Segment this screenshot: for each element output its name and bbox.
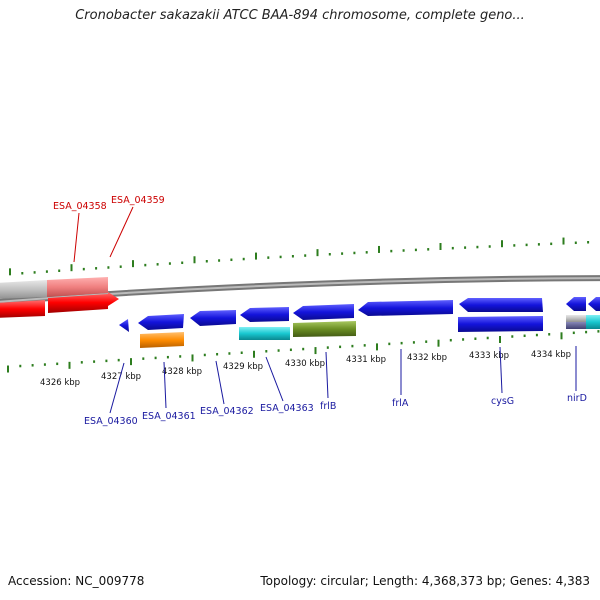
map-title: Cronobacter sakazakii ATCC BAA-894 chrom… [75, 8, 525, 23]
ruler-tick-label: 4326 kbp [40, 378, 80, 388]
gene-arrow[interactable] [293, 304, 354, 320]
ruler-tick-label: 4331 kbp [346, 355, 386, 365]
leader-line [499, 346, 503, 394]
gene-label-cysg[interactable]: cysG [491, 396, 514, 407]
leader-line [109, 206, 134, 258]
forward-strand-genes [0, 277, 600, 332]
topology-text: Topology: circular; Length: 4,368,373 bp… [260, 574, 590, 588]
leader-line [215, 360, 225, 405]
gene-label-esa-04360[interactable]: ESA_04360 [84, 416, 138, 427]
gene-feature-cyan[interactable] [239, 327, 290, 340]
accession-text: Accession: NC_009778 [8, 574, 145, 588]
gene-feature-orange[interactable] [140, 332, 184, 348]
leader-line [163, 361, 167, 409]
leader-line [109, 362, 125, 414]
gene-arrow[interactable] [119, 319, 129, 332]
ruler-tick-label: 4334 kbp [531, 350, 571, 360]
gene-arrow[interactable] [358, 300, 453, 316]
gene-feature-cyan[interactable] [586, 315, 600, 329]
gene-arrow[interactable] [138, 314, 184, 330]
label-leader-lines [73, 206, 577, 414]
gene-arrow[interactable] [190, 310, 236, 326]
gene-label-esa-04363[interactable]: ESA_04363 [260, 403, 314, 414]
ruler-labels: 4326 kbp 4327 kbp 4328 kbp 4329 kbp 4330… [40, 350, 571, 388]
ruler-tick-label: 4333 kbp [469, 351, 509, 361]
leader-line [325, 351, 329, 399]
gene-label-esa-04362[interactable]: ESA_04362 [200, 406, 254, 417]
ruler-tick-label: 4327 kbp [101, 372, 141, 382]
gene-arrow[interactable] [459, 298, 543, 312]
outer-ruler-ticks [9, 237, 590, 276]
gene-label-esa-04358[interactable]: ESA_04358 [53, 201, 107, 212]
gene-feature-gray[interactable] [566, 315, 586, 322]
ruler-tick-label: 4330 kbp [285, 359, 325, 369]
feature-track-2 [140, 315, 600, 348]
gene-label-frlb[interactable]: frlB [320, 401, 336, 412]
gene-arrow-esa-04359[interactable] [48, 292, 119, 313]
gene-label-frla[interactable]: frlA [392, 398, 409, 409]
gene-arrow[interactable] [588, 297, 600, 311]
gene-label-esa-04359[interactable]: ESA_04359 [111, 195, 165, 206]
leader-line [265, 356, 284, 402]
ruler-tick-label: 4328 kbp [162, 367, 202, 377]
inner-ruler-ticks [7, 330, 600, 373]
gene-arrow[interactable] [566, 297, 586, 311]
gene-feature[interactable] [0, 280, 47, 299]
ruler-tick-label: 4329 kbp [223, 362, 263, 372]
gene-arrow[interactable] [240, 307, 289, 322]
gene-label-esa-04361[interactable]: ESA_04361 [142, 411, 196, 422]
gene-feature-blue[interactable] [458, 316, 543, 332]
gene-arrow-red[interactable] [0, 300, 45, 318]
leader-line [73, 212, 80, 263]
gene-labels: ESA_04358 ESA_04359 ESA_04360 ESA_04361 … [53, 195, 587, 427]
ruler-tick-label: 4332 kbp [407, 353, 447, 363]
gene-label-nird[interactable]: nirD [567, 393, 587, 404]
gene-feature[interactable] [47, 277, 108, 297]
gene-feature-olive[interactable] [293, 321, 356, 337]
gene-feature-slate[interactable] [566, 322, 586, 329]
